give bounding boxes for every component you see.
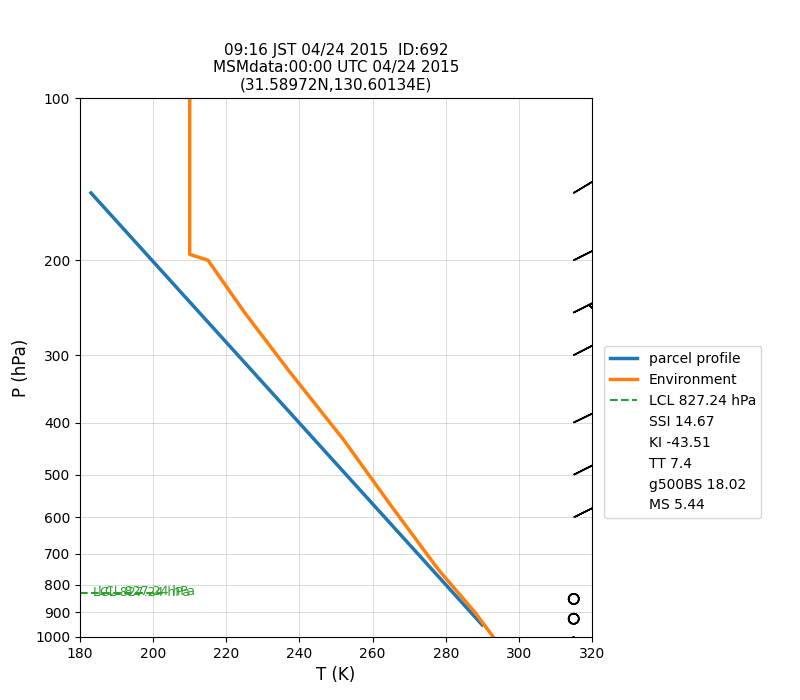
Environment	[240, 308, 250, 316]
Environment	[185, 94, 194, 102]
Legend: parcel profile, Environment, LCL 827.24 hPa, SSI 14.67, KI -43.51, TT 7.4, g500B: parcel profile, Environment, LCL 827.24 …	[604, 346, 762, 518]
Environment	[386, 501, 396, 510]
X-axis label: T (K): T (K)	[316, 666, 356, 685]
Environment	[434, 566, 443, 574]
Environment	[203, 256, 213, 265]
Text: LCL 827.24 hPa: LCL 827.24 hPa	[93, 586, 190, 599]
Line: Environment: Environment	[190, 98, 494, 637]
Environment	[284, 366, 294, 375]
Y-axis label: P (hPa): P (hPa)	[11, 338, 30, 397]
Environment	[489, 633, 498, 641]
Text: LCL 827.24 hPa: LCL 827.24 hPa	[98, 585, 195, 598]
Title: 09:16 JST 04/24 2015  ID:692
MSMdata:00:00 UTC 04/24 2015
(31.58972N,130.60134E): 09:16 JST 04/24 2015 ID:692 MSMdata:00:0…	[213, 43, 459, 92]
Environment	[185, 250, 194, 258]
Environment	[470, 608, 480, 617]
Environment	[338, 435, 348, 444]
